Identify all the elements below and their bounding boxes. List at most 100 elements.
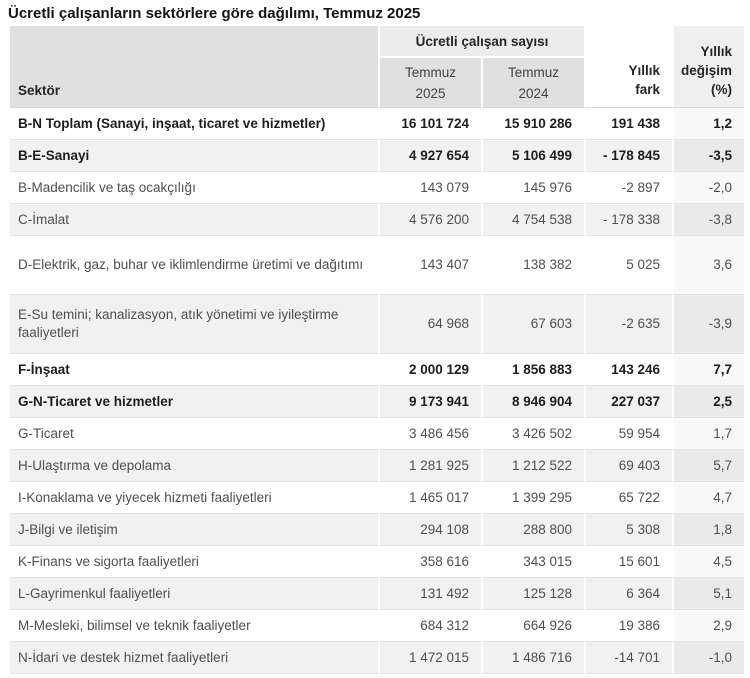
table-row: E-Su temini; kanalizasyon, atık yönetimi… — [10, 295, 744, 354]
cell-yillik-fark-value: 19 386 — [584, 610, 672, 642]
cell-yillik-fark-value: 5 025 — [584, 236, 672, 295]
cell-yillik-fark-value: 65 722 — [584, 482, 672, 514]
cell-temmuz-2025-value: 3 486 456 — [378, 418, 481, 450]
cell-yillik-degisim-value: 4,7 — [672, 482, 744, 514]
cell-temmuz-2025-value: 131 492 — [378, 578, 481, 610]
column-header-yillik-degisim: Yıllık değişim (%) — [672, 26, 744, 108]
cell-yillik-fark-value: -2 635 — [584, 295, 672, 354]
cell-temmuz-2025-value: 4 576 200 — [378, 204, 481, 236]
cell-yillik-degisim-value: 1,8 — [672, 514, 744, 546]
cell-sector-label: L-Gayrimenkul faaliyetleri — [10, 578, 378, 610]
cell-temmuz-2024-value: 15 910 286 — [481, 108, 584, 140]
cell-temmuz-2024-value: 4 754 538 — [481, 204, 584, 236]
cell-temmuz-2025-value: 143 079 — [378, 172, 481, 204]
cell-sector-label: G-N-Ticaret ve hizmetler — [10, 386, 378, 418]
sector-statistics-table: Sektör Ücretli çalışan sayısı Yıllık far… — [10, 26, 744, 674]
table-row: I-Konaklama ve yiyecek hizmeti faaliyetl… — [10, 482, 744, 514]
cell-yillik-degisim-value: 1,7 — [672, 418, 744, 450]
cell-yillik-degisim-value: -1,0 — [672, 642, 744, 674]
cell-yillik-fark-value: 5 308 — [584, 514, 672, 546]
cell-yillik-fark-value: - 178 845 — [584, 140, 672, 172]
cell-yillik-fark-value: 59 954 — [584, 418, 672, 450]
cell-yillik-degisim-value: -2,0 — [672, 172, 744, 204]
column-header-sektor: Sektör — [10, 26, 378, 108]
cell-temmuz-2024-value: 67 603 — [481, 295, 584, 354]
cell-sector-label: E-Su temini; kanalizasyon, atık yönetimi… — [10, 295, 378, 354]
cell-sector-label: N-İdari ve destek hizmet faaliyetleri — [10, 642, 378, 674]
cell-yillik-fark-value: 69 403 — [584, 450, 672, 482]
table-row: L-Gayrimenkul faaliyetleri 131 492 125 1… — [10, 578, 744, 610]
cell-sector-label: B-E-Sanayi — [10, 140, 378, 172]
column-header-temmuz-2024: Temmuz 2024 — [481, 58, 584, 108]
cell-yillik-degisim-value: 3,6 — [672, 236, 744, 295]
column-header-temmuz-2025: Temmuz 2025 — [378, 58, 481, 108]
cell-sector-label: J-Bilgi ve iletişim — [10, 514, 378, 546]
cell-sector-label: B-Madencilik ve taş ocakçılığı — [10, 172, 378, 204]
cell-temmuz-2024-value: 138 382 — [481, 236, 584, 295]
cell-yillik-degisim-value: 5,1 — [672, 578, 744, 610]
table-row: G-Ticaret 3 486 456 3 426 502 59 954 1,7 — [10, 418, 744, 450]
cell-temmuz-2024-value: 5 106 499 — [481, 140, 584, 172]
cell-temmuz-2024-value: 664 926 — [481, 610, 584, 642]
table-row: F-İnşaat 2 000 129 1 856 883 143 246 7,7 — [10, 354, 744, 386]
table-row: G-N-Ticaret ve hizmetler 9 173 941 8 946… — [10, 386, 744, 418]
cell-yillik-fark-value: 227 037 — [584, 386, 672, 418]
cell-yillik-degisim-value: -3,9 — [672, 295, 744, 354]
header-row-periods: Temmuz 2025 Temmuz 2024 — [10, 58, 744, 108]
cell-temmuz-2025-value: 64 968 — [378, 295, 481, 354]
cell-temmuz-2025-value: 1 472 015 — [378, 642, 481, 674]
cell-temmuz-2025-value: 2 000 129 — [378, 354, 481, 386]
cell-temmuz-2025-value: 684 312 — [378, 610, 481, 642]
table-row: C-İmalat 4 576 200 4 754 538 - 178 338 -… — [10, 204, 744, 236]
cell-temmuz-2024-value: 288 800 — [481, 514, 584, 546]
table-row: B-E-Sanayi 4 927 654 5 106 499 - 178 845… — [10, 140, 744, 172]
cell-yillik-fark-value: 143 246 — [584, 354, 672, 386]
cell-temmuz-2025-value: 358 616 — [378, 546, 481, 578]
cell-sector-label: G-Ticaret — [10, 418, 378, 450]
cell-yillik-fark-value: -14 701 — [584, 642, 672, 674]
cell-temmuz-2025-value: 16 101 724 — [378, 108, 481, 140]
page-title: Ücretli çalışanların sektörlere göre dağ… — [8, 5, 421, 22]
cell-yillik-fark-value: -2 897 — [584, 172, 672, 204]
cell-yillik-fark-value: 191 438 — [584, 108, 672, 140]
table-row: K-Finans ve sigorta faaliyetleri 358 616… — [10, 546, 744, 578]
cell-sector-label: F-İnşaat — [10, 354, 378, 386]
cell-sector-label: C-İmalat — [10, 204, 378, 236]
table-row: M-Mesleki, bilimsel ve teknik faaliyetle… — [10, 610, 744, 642]
cell-sector-label: M-Mesleki, bilimsel ve teknik faaliyetle… — [10, 610, 378, 642]
cell-temmuz-2024-value: 1 212 522 — [481, 450, 584, 482]
cell-yillik-fark-value: 15 601 — [584, 546, 672, 578]
cell-temmuz-2025-value: 143 407 — [378, 236, 481, 295]
column-group-header-ucretli-calisan-sayisi: Ücretli çalışan sayısı — [378, 26, 584, 58]
cell-temmuz-2025-value: 1 465 017 — [378, 482, 481, 514]
table-row: D-Elektrik, gaz, buhar ve iklimlendirme … — [10, 236, 744, 295]
cell-sector-label: K-Finans ve sigorta faaliyetleri — [10, 546, 378, 578]
cell-yillik-degisim-value: 2,5 — [672, 386, 744, 418]
cell-temmuz-2024-value: 125 128 — [481, 578, 584, 610]
table-row: H-Ulaştırma ve depolama 1 281 925 1 212 … — [10, 450, 744, 482]
cell-temmuz-2024-value: 145 976 — [481, 172, 584, 204]
table-row: N-İdari ve destek hizmet faaliyetleri 1 … — [10, 642, 744, 674]
header-row-group: Sektör Ücretli çalışan sayısı Yıllık far… — [10, 26, 744, 108]
table-body: B-N Toplam (Sanayi, inşaat, ticaret ve h… — [10, 108, 744, 674]
cell-sector-label: B-N Toplam (Sanayi, inşaat, ticaret ve h… — [10, 108, 378, 140]
cell-yillik-degisim-value: 5,7 — [672, 450, 744, 482]
cell-yillik-fark-value: - 178 338 — [584, 204, 672, 236]
column-header-yillik-fark: Yıllık fark — [584, 26, 672, 108]
cell-temmuz-2025-value: 4 927 654 — [378, 140, 481, 172]
cell-yillik-degisim-value: 7,7 — [672, 354, 744, 386]
cell-temmuz-2025-value: 1 281 925 — [378, 450, 481, 482]
cell-yillik-fark-value: 6 364 — [584, 578, 672, 610]
table-row: J-Bilgi ve iletişim 294 108 288 800 5 30… — [10, 514, 744, 546]
cell-yillik-degisim-value: 1,2 — [672, 108, 744, 140]
cell-yillik-degisim-value: -3,8 — [672, 204, 744, 236]
table-header: Sektör Ücretli çalışan sayısı Yıllık far… — [10, 26, 744, 108]
table-row: B-N Toplam (Sanayi, inşaat, ticaret ve h… — [10, 108, 744, 140]
cell-temmuz-2024-value: 1 486 716 — [481, 642, 584, 674]
cell-temmuz-2025-value: 294 108 — [378, 514, 481, 546]
cell-sector-label: I-Konaklama ve yiyecek hizmeti faaliyetl… — [10, 482, 378, 514]
cell-yillik-degisim-value: 4,5 — [672, 546, 744, 578]
cell-sector-label: D-Elektrik, gaz, buhar ve iklimlendirme … — [10, 236, 378, 295]
cell-temmuz-2025-value: 9 173 941 — [378, 386, 481, 418]
